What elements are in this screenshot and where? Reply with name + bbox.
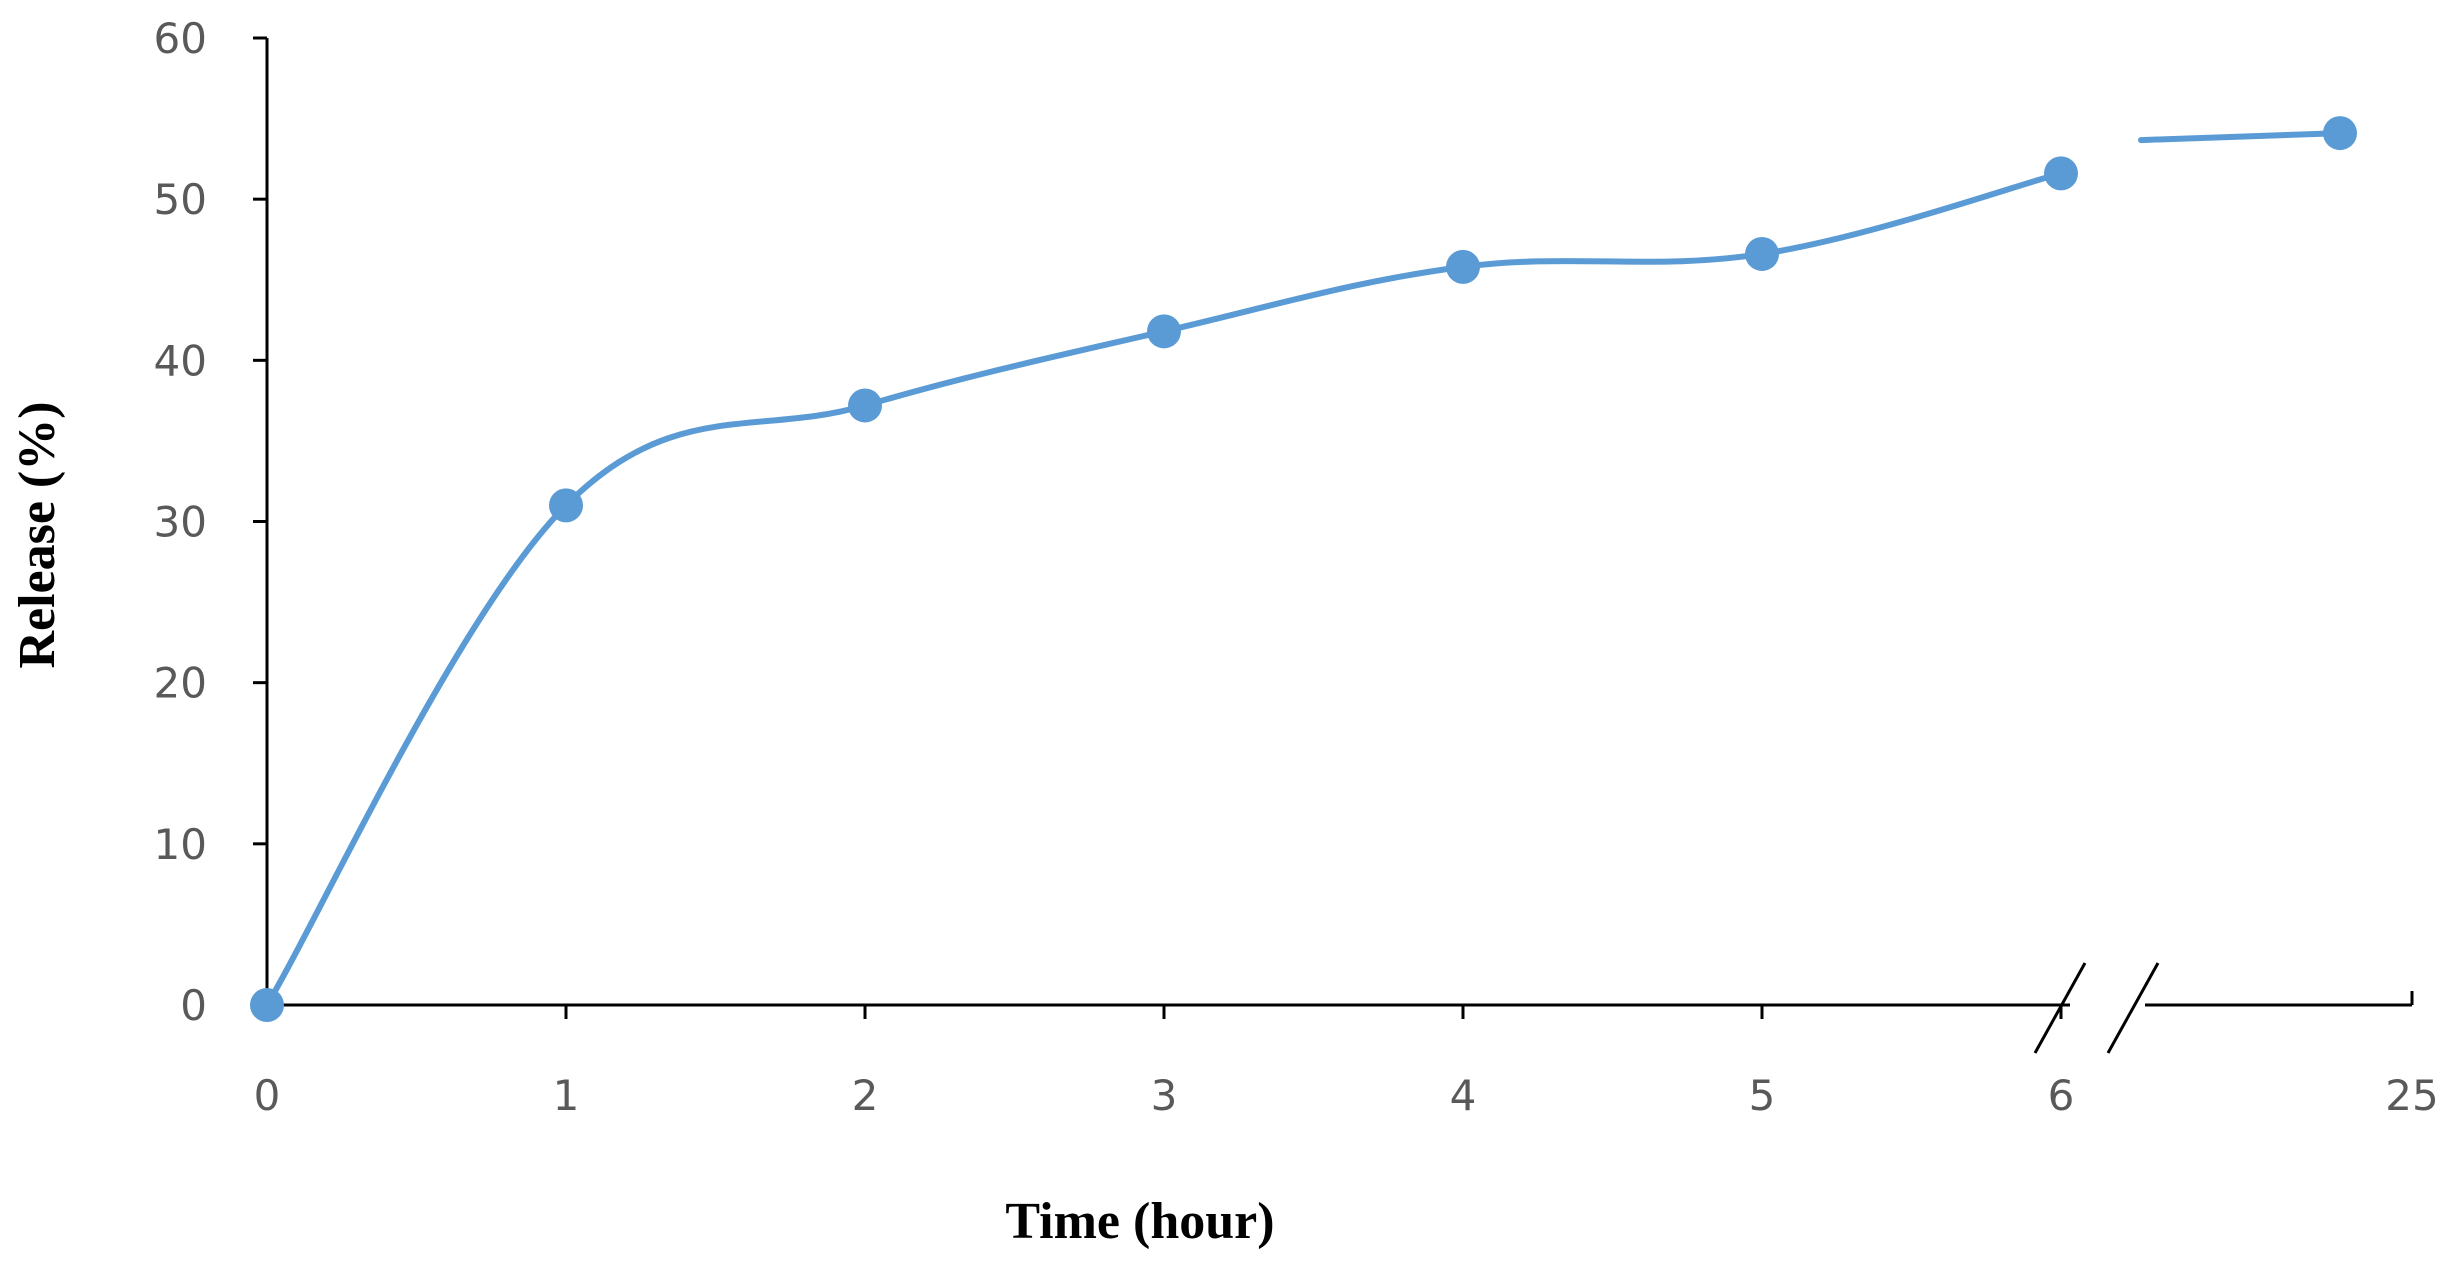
x-axis: 0 1 2 3 4 5 6 25 xyxy=(254,962,2439,1120)
y-tick-label: 30 xyxy=(154,498,207,547)
y-tick-label: 40 xyxy=(154,336,207,385)
x-tick-label: 5 xyxy=(1749,1071,1776,1120)
x-tick-label: 4 xyxy=(1450,1071,1477,1120)
x-tick-label: 25 xyxy=(2385,1071,2438,1120)
x-tick-label: 1 xyxy=(553,1071,580,1120)
y-tick-label: 0 xyxy=(180,981,207,1030)
data-point xyxy=(2323,116,2357,151)
series-release xyxy=(250,116,2357,1022)
x-tick-label: 2 xyxy=(852,1071,879,1120)
x-tick-label: 0 xyxy=(254,1071,281,1120)
axis-break-mark xyxy=(2106,962,2160,1054)
data-point xyxy=(1446,249,1480,284)
y-axis: 0 10 20 30 40 50 60 xyxy=(154,14,269,1030)
y-tick-label: 10 xyxy=(154,820,207,869)
y-tick-label: 50 xyxy=(154,175,207,224)
y-axis-title: Release (%) xyxy=(9,401,66,668)
data-point xyxy=(1147,314,1181,349)
x-axis-title: Time (hour) xyxy=(1005,1193,1274,1250)
y-tick-label: 60 xyxy=(154,14,207,63)
data-point xyxy=(848,388,882,423)
x-tick-label: 3 xyxy=(1151,1071,1178,1120)
data-point xyxy=(250,988,284,1022)
series-line-resumed xyxy=(2138,130,2343,144)
series-line xyxy=(264,170,2064,1008)
data-point xyxy=(549,488,583,523)
x-tick-label: 6 xyxy=(2048,1071,2075,1120)
data-point xyxy=(2044,156,2078,191)
y-tick-label: 20 xyxy=(154,659,207,708)
data-point xyxy=(1745,236,1779,271)
